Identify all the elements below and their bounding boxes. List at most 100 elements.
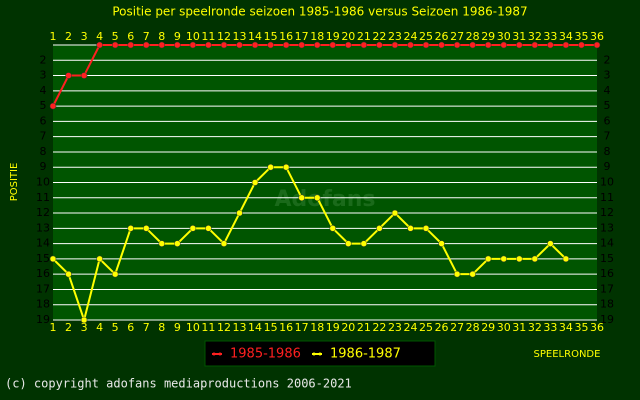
y-tick-label: 11 [600, 191, 614, 204]
x-tick-label: 32 [528, 30, 542, 43]
point [236, 41, 243, 49]
point [220, 41, 228, 49]
x-tick-label: 23 [388, 321, 402, 334]
x-tick-label: 14 [248, 30, 262, 43]
y-tick-label: 14 [36, 237, 50, 250]
point [96, 41, 103, 49]
point [189, 225, 197, 232]
x-tick-label: 26 [435, 321, 449, 334]
x-tick-label: 23 [388, 30, 402, 43]
x-tick-label: 5 [112, 321, 119, 334]
x-axis-label: SPEELRONDE [534, 349, 601, 360]
x-tick-label: 27 [450, 321, 464, 334]
point [158, 240, 166, 247]
point [49, 102, 57, 110]
point [391, 41, 399, 49]
y-tick-label: 4 [604, 84, 611, 97]
point [127, 41, 134, 49]
point [143, 225, 150, 232]
y-tick-label: 15 [36, 252, 50, 265]
point [65, 270, 72, 278]
y-tick-label: 2 [40, 53, 47, 66]
x-tick-label: 25 [419, 30, 433, 43]
x-tick-label: 13 [233, 321, 247, 334]
x-tick-label: 10 [186, 321, 200, 334]
point [251, 179, 259, 186]
point [484, 41, 492, 49]
y-tick-label: 3 [604, 69, 611, 82]
y-tick-label: 15 [600, 252, 614, 265]
y-tick-label: 16 [600, 267, 614, 280]
point [345, 240, 352, 247]
x-tick-label: 9 [174, 321, 181, 334]
x-tick-label: 21 [357, 30, 371, 43]
y-tick-label: 8 [604, 145, 611, 158]
y-tick-label: 13 [600, 221, 614, 234]
y-tick-label: 13 [36, 221, 50, 234]
y-tick-label: 9 [604, 160, 611, 173]
point [220, 240, 228, 247]
point [562, 41, 570, 49]
x-tick-label: 35 [574, 30, 588, 43]
y-tick-label: 19 [600, 313, 614, 326]
x-tick-label: 22 [372, 30, 386, 43]
point [547, 41, 554, 49]
y-tick-label: 12 [600, 206, 614, 219]
legend-swatch [312, 352, 316, 356]
y-tick-label: 3 [40, 69, 47, 82]
x-tick-label: 26 [435, 30, 449, 43]
x-tick-label: 14 [248, 321, 262, 334]
y-tick-label: 10 [600, 176, 614, 189]
y-tick-label: 8 [40, 145, 47, 158]
x-tick-label: 20 [341, 321, 355, 334]
point [438, 41, 445, 49]
point [407, 225, 414, 232]
point [205, 225, 212, 232]
point [313, 194, 321, 202]
point [298, 41, 305, 49]
x-tick-label: 11 [201, 321, 215, 334]
point [80, 316, 88, 324]
y-tick-label: 17 [600, 282, 614, 295]
point [391, 209, 399, 217]
point [422, 41, 430, 49]
y-tick-label: 5 [40, 99, 47, 112]
x-tick-label: 6 [127, 30, 134, 43]
point [453, 41, 461, 49]
chart-title: Positie per speelronde seizoen 1985-1986… [112, 5, 527, 19]
x-tick-label: 2 [65, 321, 72, 334]
point [547, 240, 554, 247]
x-tick-label: 8 [158, 30, 165, 43]
x-tick-label: 1 [50, 30, 57, 43]
y-tick-label: 12 [36, 206, 50, 219]
point [438, 240, 445, 247]
legend-swatch [218, 352, 222, 356]
x-tick-label: 31 [512, 30, 526, 43]
x-tick-label: 3 [81, 321, 88, 334]
x-tick-label: 18 [310, 321, 324, 334]
point [562, 255, 570, 263]
y-tick-label: 5 [604, 99, 611, 112]
point [469, 41, 476, 49]
x-tick-label: 5 [112, 30, 119, 43]
point [236, 209, 243, 217]
point [376, 41, 383, 49]
point [422, 225, 430, 232]
y-tick-label: 7 [604, 130, 611, 143]
point [500, 41, 507, 49]
y-tick-label: 11 [36, 191, 50, 204]
point [469, 270, 476, 278]
x-tick-label: 21 [357, 321, 371, 334]
legend-label: 1985-1986 [230, 347, 301, 362]
point [329, 225, 337, 232]
point [500, 255, 507, 263]
y-axis-label: POSITIE [9, 163, 20, 202]
x-tick-label: 34 [559, 30, 573, 43]
x-tick-label: 17 [295, 321, 309, 334]
y-tick-label: 18 [36, 298, 50, 311]
y-tick-label: 9 [40, 160, 47, 173]
x-tick-label: 1 [50, 321, 57, 334]
y-tick-label: 6 [604, 114, 611, 127]
point [360, 41, 368, 49]
